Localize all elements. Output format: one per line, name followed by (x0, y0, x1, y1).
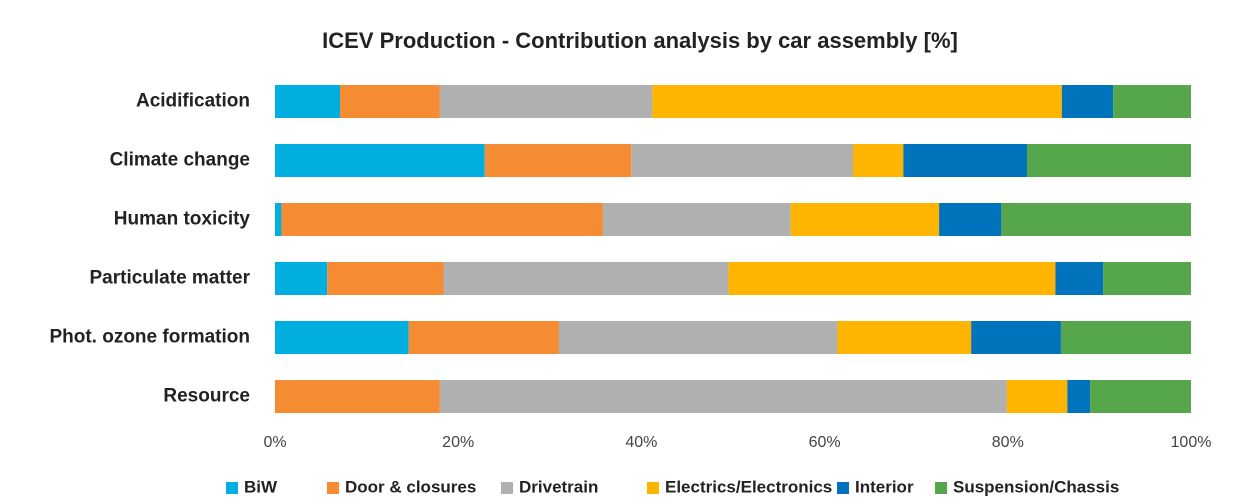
legend-swatch (837, 482, 849, 494)
bar-segment (340, 85, 440, 118)
x-tick-label: 80% (992, 434, 1024, 451)
bar-segment (443, 262, 729, 295)
y-tick-label: Acidification (136, 91, 250, 112)
bar-segment (281, 203, 603, 236)
bar-segment (837, 321, 972, 354)
bar-segment (1090, 380, 1191, 413)
bar-segment (939, 203, 1002, 236)
bar-segment (1006, 380, 1068, 413)
legend-swatch (226, 482, 238, 494)
bar-segment (631, 144, 853, 177)
bar-segment (327, 262, 444, 295)
bar-segment (1061, 85, 1114, 118)
y-tick-label: Phot. ozone formation (49, 327, 250, 348)
legend-swatch (647, 482, 659, 494)
bar-segment (1113, 85, 1191, 118)
bar-segment (275, 321, 409, 354)
y-tick-label: Climate change (110, 150, 250, 171)
bar-segment (1067, 380, 1091, 413)
legend-label: Interior (855, 477, 914, 496)
legend-label: Electrics/Electronics (665, 477, 832, 496)
bar-segment (439, 380, 1007, 413)
bar-segment (439, 85, 653, 118)
bar-segment (903, 144, 1028, 177)
bar-segment (790, 203, 940, 236)
y-tick-label: Human toxicity (114, 209, 251, 230)
bar-segment (652, 85, 1062, 118)
bar-segment (275, 262, 328, 295)
bar-segment (558, 321, 838, 354)
x-tick-label: 20% (442, 434, 474, 451)
chart-title: ICEV Production - Contribution analysis … (322, 28, 958, 53)
bar-segment (1001, 203, 1191, 236)
legend-label: Suspension/Chassis (953, 477, 1119, 496)
legend-label: Door & closures (345, 477, 476, 496)
bar-segment (275, 203, 282, 236)
bar-segment (728, 262, 1056, 295)
legend-swatch (501, 482, 513, 494)
x-tick-label: 0% (263, 434, 286, 451)
x-tick-label: 60% (809, 434, 841, 451)
legend-swatch (327, 482, 339, 494)
y-tick-label: Particulate matter (89, 268, 250, 289)
bar-segment (275, 144, 485, 177)
legend-swatch (935, 482, 947, 494)
bar-segment (852, 144, 904, 177)
x-tick-label: 100% (1171, 434, 1212, 451)
bar-segment (275, 380, 440, 413)
x-tick-label: 40% (625, 434, 657, 451)
bar-segment (1055, 262, 1104, 295)
bar-segment (1103, 262, 1191, 295)
bar-segment (275, 85, 341, 118)
bar-segment (971, 321, 1061, 354)
bar-segment (408, 321, 559, 354)
legend-label: BiW (244, 477, 278, 496)
legend-label: Drivetrain (519, 477, 598, 496)
bar-segment (1060, 321, 1191, 354)
bar-segment (1027, 144, 1191, 177)
bar-segment (602, 203, 791, 236)
y-tick-label: Resource (163, 386, 250, 407)
bar-segment (484, 144, 632, 177)
